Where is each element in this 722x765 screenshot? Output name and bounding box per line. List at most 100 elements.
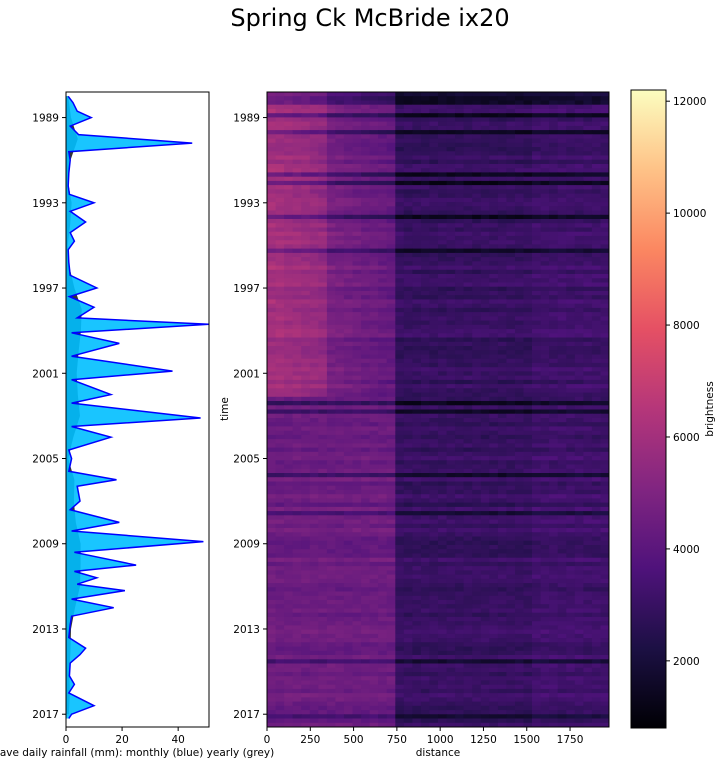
heatmap-cell [369,561,379,567]
heatmap-cell [326,612,336,618]
heatmap-cell [455,401,465,406]
heatmap-cell [267,612,277,618]
heatmap-cell [309,519,319,525]
heatmap-cell [574,591,584,597]
heatmap-cell [420,477,431,482]
heatmap-cell [583,354,593,360]
heatmap-cell [378,138,388,144]
heatmap-cell [361,316,371,322]
heatmap-cell [532,409,542,415]
heatmap-cell [463,151,473,157]
heatmap-cell [583,443,593,449]
heatmap-cell [429,371,439,377]
heatmap-cell [480,481,490,487]
heatmap-cell [301,451,311,457]
heatmap-cell [489,134,499,140]
heatmap-cell [600,418,609,423]
heatmap-cell [386,494,396,499]
heatmap-cell [378,570,388,576]
heatmap-cell [540,307,550,313]
heatmap-cell [438,329,448,334]
heatmap-cell [412,316,422,322]
heatmap-cell [378,329,388,334]
heatmap-cell [549,286,559,292]
heatmap-cell [412,566,422,571]
heatmap-cell [301,104,311,110]
heatmap-cell [301,384,311,389]
heatmap-cell [480,96,490,101]
heatmap-cell [566,307,576,313]
heatmap-cell [403,303,413,309]
heatmap-cell [429,261,439,267]
heatmap-cell [506,600,516,605]
heatmap-cell [549,519,559,525]
heatmap-cell [583,413,593,419]
heatmap-cell [515,532,525,538]
heatmap-cell [284,405,294,411]
heatmap-cell [352,434,362,440]
heatmap-cell [335,502,345,508]
heatmap-cell [352,595,362,601]
heatmap-cell [395,367,405,372]
heatmap-cell [403,286,413,292]
heatmap-cell [574,515,584,521]
heatmap-cell [369,447,379,453]
heatmap-cell [583,430,593,436]
heatmap-cell [420,536,431,542]
heatmap-cell [275,608,285,614]
heatmap-cell [318,96,328,101]
heatmap-cell [412,498,422,504]
heatmap-cell [309,430,319,436]
heatmap-cell [292,388,302,394]
heatmap-cell [497,252,507,258]
heatmap-cell [369,511,379,516]
heatmap-cell [497,138,507,144]
heatmap-cell [318,252,328,258]
heatmap-cell [378,130,388,135]
heatmap-cell [566,536,576,542]
heatmap-cell [600,151,609,157]
heatmap-cell [343,214,354,220]
heatmap-cell [284,396,294,402]
heatmap-cell [275,164,285,169]
heatmap-cell [438,511,448,516]
heatmap-cell [412,350,422,355]
heatmap-cell [343,341,354,347]
heatmap-cell [566,295,576,300]
heatmap-cell [540,155,550,161]
heatmap-cell [301,422,311,427]
heatmap-cell [480,108,490,114]
heatmap-cell [463,261,473,267]
heatmap-cell [267,379,277,385]
heatmap-cell [386,147,396,152]
heatmap-cell [292,134,302,140]
heatmap-cell [361,481,371,487]
heatmap-cell [369,147,379,152]
heatmap-cell [309,350,319,355]
heatmap-cell [549,447,559,453]
heatmap-cell [395,494,405,499]
heatmap-cell [301,494,311,499]
heatmap-cell [583,299,593,305]
heatmap-cell [472,176,482,182]
heatmap-cell [523,583,533,588]
heatmap-cell [549,295,559,300]
heatmap-cell [549,130,559,135]
heatmap-cell [335,113,345,118]
heatmap-cell [429,604,439,609]
heatmap-cell [515,392,525,398]
heatmap-cell [378,379,388,385]
heatmap-cell [455,227,465,233]
heatmap-cell [549,125,559,131]
heatmap-cell [284,422,294,427]
heatmap-cell [497,303,507,309]
heatmap-cell [540,341,550,347]
heatmap-cell [420,371,431,377]
heatmap-cell [275,121,285,127]
heatmap-cell [566,515,576,521]
heatmap-cell [275,519,285,525]
heatmap-cell [284,168,294,173]
heatmap-cell [523,566,533,571]
heatmap-cell [420,261,431,267]
heatmap-cell [318,456,328,461]
